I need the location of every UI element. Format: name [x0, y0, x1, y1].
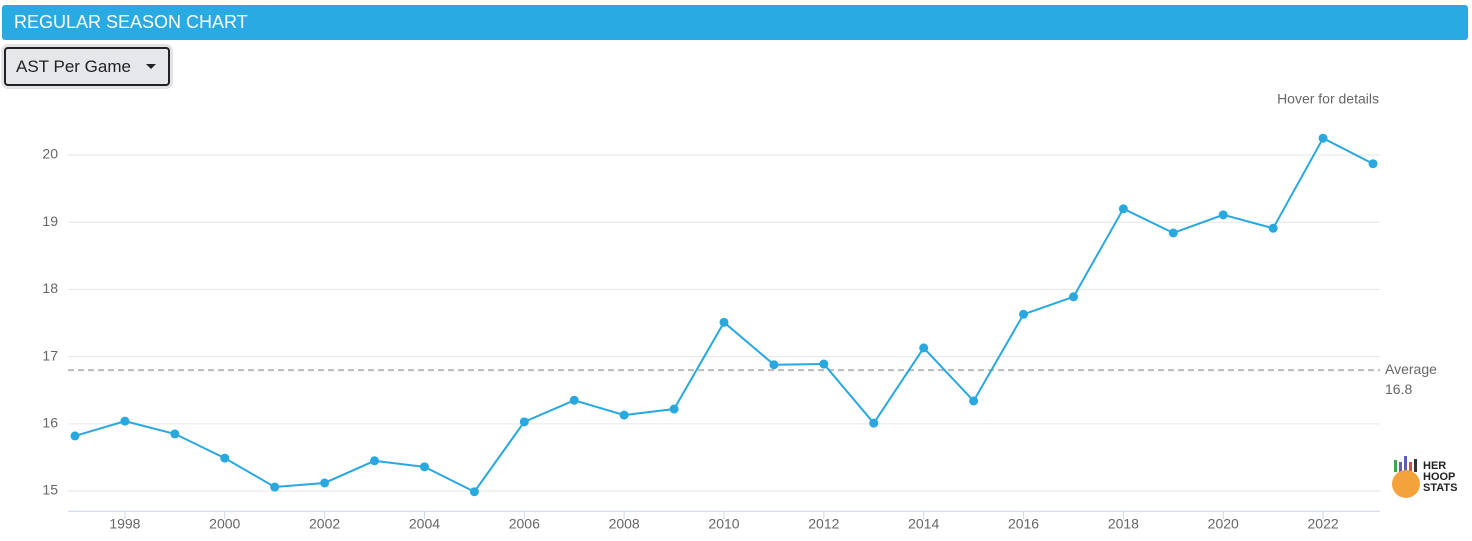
- logo-bar: [1404, 456, 1407, 472]
- data-point: [769, 360, 779, 370]
- data-point: [669, 404, 679, 414]
- data-point: [969, 396, 979, 406]
- data-point: [619, 410, 629, 420]
- data-point: [1118, 204, 1128, 214]
- data-point: [1168, 228, 1178, 238]
- x-tick-label: 2010: [708, 516, 739, 532]
- x-tick-label: 2018: [1108, 516, 1139, 532]
- data-point: [1318, 133, 1328, 143]
- x-tick-label: 2020: [1208, 516, 1239, 532]
- hover-hint: Hover for details: [1277, 91, 1379, 107]
- data-point: [469, 487, 479, 497]
- x-tick-label: 1998: [109, 516, 140, 532]
- data-point: [370, 456, 380, 466]
- x-tick-label: 2000: [209, 516, 240, 532]
- data-point: [320, 478, 330, 488]
- y-tick-label: 17: [42, 347, 58, 363]
- x-tick-label: 2016: [1008, 516, 1039, 532]
- y-tick-label: 16: [42, 415, 58, 431]
- x-tick-label: 2006: [509, 516, 540, 532]
- data-point: [519, 417, 529, 427]
- data-point: [819, 359, 829, 369]
- data-point: [719, 317, 729, 327]
- x-tick-label: 2012: [808, 516, 839, 532]
- logo-bar: [1399, 462, 1402, 472]
- x-tick-label: 2022: [1308, 516, 1339, 532]
- logo-text: HOOP: [1423, 471, 1455, 483]
- logo-text: STATS: [1423, 482, 1457, 494]
- data-point: [170, 429, 180, 439]
- stat-dropdown[interactable]: AST Per Game: [4, 47, 170, 86]
- x-tick-label: 2004: [409, 516, 440, 532]
- y-tick-label: 15: [42, 482, 58, 498]
- logo-bar: [1409, 462, 1412, 472]
- average-label: Average: [1385, 361, 1437, 377]
- x-tick-label: 2014: [908, 516, 939, 532]
- data-point: [869, 418, 879, 428]
- average-value: 16.8: [1385, 381, 1412, 397]
- data-point: [70, 431, 80, 441]
- series-line: [74, 136, 1374, 493]
- logo-text: HER: [1423, 460, 1446, 472]
- logo-bar: [1414, 459, 1417, 472]
- data-point: [1368, 159, 1378, 169]
- data-point: [270, 482, 280, 492]
- data-point: [569, 395, 579, 405]
- data-point: [919, 343, 929, 353]
- y-tick-label: 20: [42, 146, 58, 162]
- x-tick-label: 2002: [309, 516, 340, 532]
- x-tick-label: 2008: [609, 516, 640, 532]
- data-point: [1019, 309, 1029, 319]
- data-point: [419, 462, 429, 472]
- data-point: [1068, 292, 1078, 302]
- logo: HER HOOP STATS: [1392, 456, 1457, 498]
- y-tick-label: 18: [42, 280, 58, 296]
- data-point: [220, 453, 230, 463]
- data-point: [120, 416, 130, 426]
- section-header: REGULAR SEASON CHART: [2, 5, 1468, 40]
- data-point: [1218, 210, 1228, 220]
- logo-ball: [1392, 470, 1420, 498]
- logo-bar: [1394, 460, 1397, 472]
- y-tick-label: 19: [42, 213, 58, 229]
- data-point: [1268, 223, 1278, 233]
